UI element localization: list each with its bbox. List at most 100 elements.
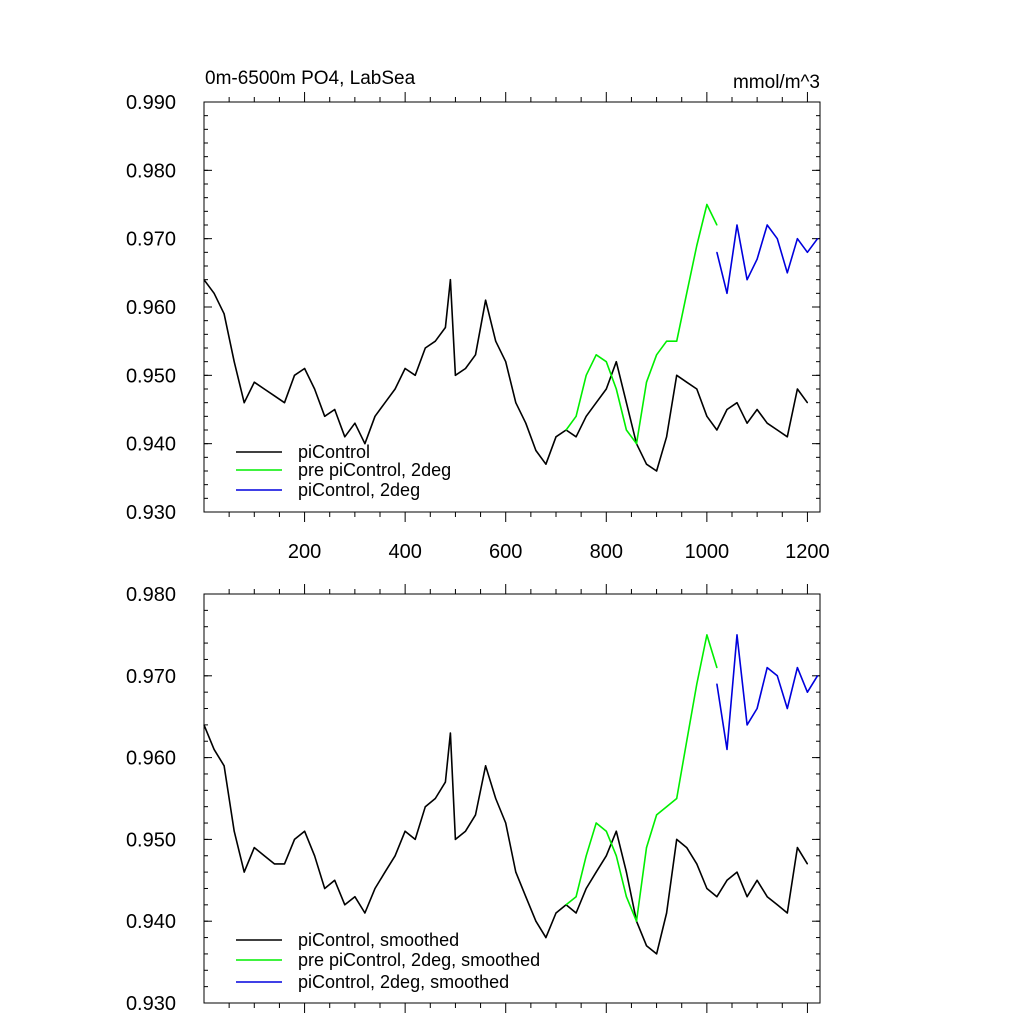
bottom-data-point xyxy=(726,748,728,751)
bottom-data-point xyxy=(776,904,778,906)
top-data-point xyxy=(253,381,255,383)
bottom-data-point xyxy=(615,855,617,857)
top-data-point xyxy=(595,402,597,404)
bottom-data-point xyxy=(324,887,326,890)
top-data-point xyxy=(666,340,668,342)
top-data-point xyxy=(605,361,607,363)
bottom-data-point xyxy=(786,912,788,914)
top-series-line-2 xyxy=(716,224,819,295)
top-data-point xyxy=(585,374,587,376)
top-data-point xyxy=(464,367,467,370)
top-xtick-label: 600 xyxy=(489,541,522,563)
bottom-data-point xyxy=(796,847,799,849)
top-ytick-label: 0.970 xyxy=(126,229,176,251)
top-data-point xyxy=(645,463,648,465)
top-data-point xyxy=(776,238,778,240)
top-data-point xyxy=(555,436,557,438)
bottom-ytick-label: 0.950 xyxy=(126,829,176,851)
top-data-point xyxy=(344,436,346,438)
bottom-data-point xyxy=(766,896,768,898)
top-xtick-label: 800 xyxy=(590,541,623,563)
top-data-point xyxy=(495,340,497,342)
bottom-data-point xyxy=(454,838,456,841)
bottom-ytick-label: 0.980 xyxy=(126,584,176,606)
top-data-point xyxy=(454,374,456,376)
top-data-point xyxy=(726,292,728,294)
top-data-point xyxy=(595,354,597,356)
top-data-point xyxy=(334,408,336,411)
bottom-data-point xyxy=(645,945,648,947)
bottom-data-point xyxy=(505,822,507,824)
bottom-data-point xyxy=(635,920,638,922)
bottom-data-point xyxy=(565,904,567,906)
bottom-data-point xyxy=(485,765,487,767)
bottom-data-point xyxy=(625,896,628,898)
top-data-point xyxy=(756,258,758,260)
top-data-point xyxy=(203,279,205,281)
bottom-legend-label-0: piControl, smoothed xyxy=(298,930,459,950)
bottom-data-point xyxy=(474,814,477,816)
top-chart-title: 0m-6500m PO4, LabSea xyxy=(205,68,416,89)
bottom-ytick-label: 0.930 xyxy=(126,993,176,1015)
top-data-point xyxy=(233,361,235,363)
bottom-data-point xyxy=(625,871,628,873)
bottom-data-point xyxy=(756,879,758,881)
top-ytick-label: 0.980 xyxy=(126,160,176,182)
top-data-point xyxy=(625,429,628,431)
top-data-point xyxy=(384,402,386,404)
top-data-point xyxy=(776,429,778,431)
bottom-data-point xyxy=(686,847,688,849)
bottom-data-point xyxy=(736,871,738,873)
top-data-point xyxy=(283,402,286,404)
bottom-data-point xyxy=(354,896,356,898)
bottom-data-point xyxy=(696,863,698,865)
bottom-data-point xyxy=(786,707,788,710)
top-data-point xyxy=(676,374,678,376)
bottom-ytick-label: 0.970 xyxy=(126,666,176,688)
bottom-data-point xyxy=(223,765,225,767)
top-legend-label-0: piControl xyxy=(298,442,370,462)
top-data-point xyxy=(273,395,275,397)
bottom-plot-frame xyxy=(203,593,821,1004)
bottom-data-point xyxy=(746,724,748,726)
bottom-data-point xyxy=(736,634,738,636)
bottom-data-point xyxy=(414,838,416,841)
top-chart-units: mmol/m^3 xyxy=(733,72,820,93)
bottom-data-point xyxy=(384,871,386,873)
top-data-point xyxy=(806,251,809,253)
top-data-point xyxy=(565,429,567,431)
top-data-point xyxy=(243,402,245,404)
top-data-point xyxy=(324,415,326,417)
bottom-data-point xyxy=(666,912,668,914)
bottom-data-point xyxy=(243,871,245,873)
top-data-point xyxy=(293,374,296,376)
top-data-point xyxy=(696,244,698,247)
top-data-point xyxy=(766,224,768,226)
top-data-point xyxy=(666,436,668,438)
top-ytick-label: 0.960 xyxy=(126,297,176,319)
bottom-series-line-1 xyxy=(565,634,718,923)
bottom-data-point xyxy=(696,683,698,685)
top-data-point xyxy=(766,422,768,424)
bottom-data-point xyxy=(334,879,336,881)
bottom-data-point xyxy=(273,863,275,865)
top-data-point xyxy=(575,415,577,417)
top-plot-frame xyxy=(203,101,821,513)
bottom-data-point xyxy=(253,847,255,849)
top-data-point xyxy=(746,279,748,281)
bottom-data-point xyxy=(545,937,547,939)
bottom-data-point xyxy=(706,634,708,636)
bottom-data-point xyxy=(615,830,617,832)
bottom-data-point xyxy=(535,920,537,922)
bottom-data-point xyxy=(464,830,467,832)
top-xtick-label: 1200 xyxy=(785,541,830,563)
bottom-data-point xyxy=(816,675,819,677)
bottom-data-point xyxy=(666,806,668,808)
bottom-data-point xyxy=(605,830,607,832)
top-data-point xyxy=(716,429,718,431)
top-data-point xyxy=(615,361,617,363)
top-data-point xyxy=(213,292,215,294)
bottom-data-point xyxy=(766,667,768,669)
top-data-point xyxy=(635,443,638,445)
